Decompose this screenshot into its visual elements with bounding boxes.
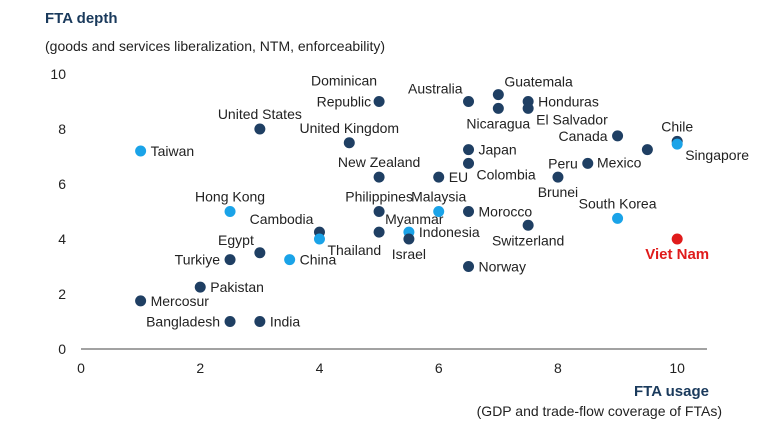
data-point xyxy=(612,130,624,142)
x-tick-label: 10 xyxy=(669,360,685,376)
y-tick-label: 2 xyxy=(58,286,66,302)
point-label: Dominican xyxy=(311,73,377,89)
point-label: Republic xyxy=(317,94,371,110)
data-point xyxy=(641,144,653,156)
data-point xyxy=(373,96,385,107)
data-point xyxy=(582,157,594,169)
point-label: Turkiye xyxy=(175,252,221,268)
point-label: Brunei xyxy=(538,184,578,200)
data-point xyxy=(135,295,147,307)
data-point xyxy=(194,281,206,293)
data-point xyxy=(522,102,534,114)
x-tick-label: 2 xyxy=(196,360,204,376)
point-label: Australia xyxy=(408,81,463,97)
data-point xyxy=(254,123,266,135)
data-point xyxy=(612,212,624,224)
data-point xyxy=(373,226,385,238)
point-label: Nicaragua xyxy=(466,115,530,131)
data-point xyxy=(254,247,266,259)
point-label: Egypt xyxy=(218,232,254,248)
data-point xyxy=(463,261,475,272)
y-tick-label: 0 xyxy=(58,341,66,357)
point-label: Norway xyxy=(479,259,526,275)
x-tick-label: 6 xyxy=(435,360,443,376)
x-tick-label: 0 xyxy=(77,360,85,376)
point-label: Colombia xyxy=(477,166,536,182)
data-point xyxy=(463,206,475,217)
data-point xyxy=(313,233,325,245)
y-tick-label: 10 xyxy=(50,66,66,82)
point-label: India xyxy=(270,314,301,330)
point-label: Malaysia xyxy=(411,189,466,205)
point-label: Guatemala xyxy=(504,74,573,90)
point-label: Taiwan xyxy=(151,143,195,159)
data-point xyxy=(671,138,683,150)
point-label: Pakistan xyxy=(210,279,264,295)
point-label: New Zealand xyxy=(338,154,421,170)
point-label: China xyxy=(300,252,337,268)
data-point xyxy=(492,89,504,101)
x-axis-subtitle: (GDP and trade-flow coverage of FTAs) xyxy=(476,403,722,419)
data-point xyxy=(463,96,475,107)
point-label: Singapore xyxy=(685,147,749,163)
point-label: Japan xyxy=(479,142,517,158)
data-point xyxy=(284,254,296,266)
data-point xyxy=(224,206,236,217)
data-point xyxy=(373,171,385,183)
point-label: Hong Kong xyxy=(195,189,265,205)
y-tick-label: 8 xyxy=(58,121,66,137)
point-label: Philippines xyxy=(345,189,413,205)
point-label: Canada xyxy=(559,128,608,144)
data-point xyxy=(224,316,236,327)
point-label: Honduras xyxy=(538,94,599,110)
data-point xyxy=(403,233,415,245)
y-tick-label: 6 xyxy=(58,176,66,192)
point-label: Myanmar xyxy=(385,211,444,227)
data-point xyxy=(343,137,355,149)
data-point xyxy=(492,102,504,114)
point-label: Mercosur xyxy=(151,293,210,309)
point-label: Viet Nam xyxy=(645,246,709,263)
data-point xyxy=(254,316,266,327)
point-label: Chile xyxy=(661,118,693,134)
data-point xyxy=(433,171,445,183)
point-label: Mexico xyxy=(597,155,642,171)
x-tick-label: 8 xyxy=(554,360,562,376)
point-label: Peru xyxy=(548,155,578,171)
point-label: Indonesia xyxy=(419,224,480,240)
data-point xyxy=(463,157,475,169)
x-tick-label: 4 xyxy=(316,360,324,376)
point-label: Israel xyxy=(392,246,426,262)
point-label: United States xyxy=(218,106,302,122)
data-point xyxy=(463,144,475,156)
y-axis-title: FTA depth xyxy=(45,10,118,27)
x-axis-title: FTA usage xyxy=(633,383,709,400)
point-label: El Salvador xyxy=(536,111,608,127)
y-tick-label: 4 xyxy=(58,231,66,247)
data-point xyxy=(135,145,147,157)
data-point xyxy=(373,206,385,217)
point-label: South Korea xyxy=(579,195,657,211)
data-point xyxy=(671,233,683,245)
data-point xyxy=(552,171,564,183)
point-label: Cambodia xyxy=(250,211,314,227)
y-axis-subtitle: (goods and services liberalization, NTM,… xyxy=(45,38,386,54)
data-point xyxy=(224,254,236,266)
point-label: Switzerland xyxy=(492,232,564,248)
point-label: United Kingdom xyxy=(299,120,399,136)
point-label: EU xyxy=(449,169,468,185)
data-point xyxy=(522,219,534,231)
data-point xyxy=(433,206,445,217)
point-label: Morocco xyxy=(479,204,533,220)
point-label: Bangladesh xyxy=(146,314,220,330)
point-label: Thailand xyxy=(327,242,381,258)
